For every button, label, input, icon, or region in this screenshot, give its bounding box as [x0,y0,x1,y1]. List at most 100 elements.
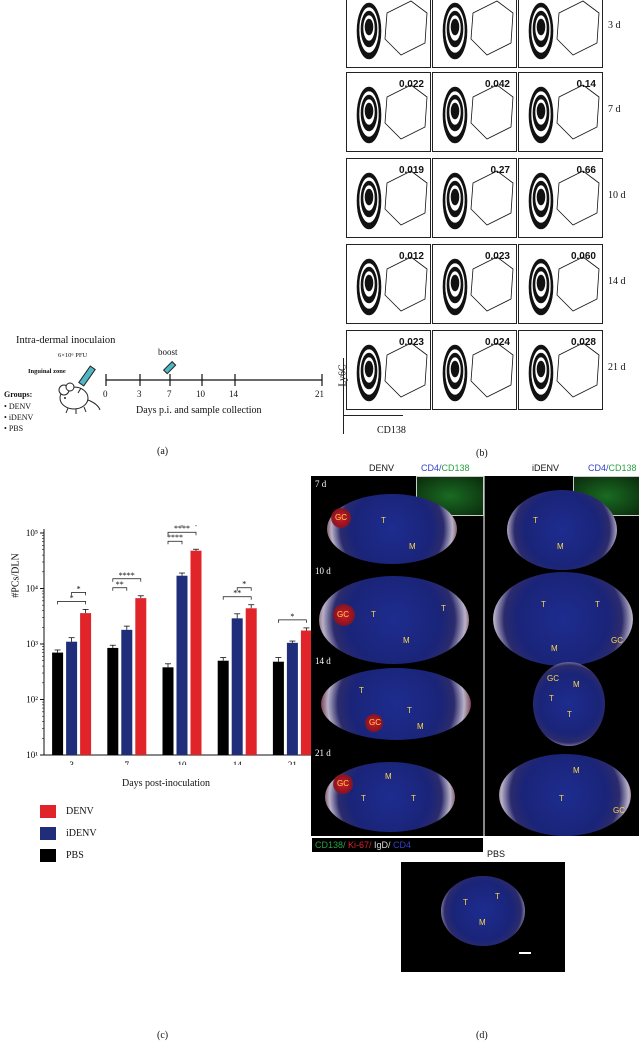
boost-label: boost [158,347,178,357]
groups-title: Groups: [4,390,33,399]
x-tick-label: 10 [178,760,188,765]
t-label-idenv-10d-2: T [595,600,600,609]
flow-plot-density [442,256,514,316]
y-tick-label: 10⁵ [26,528,38,538]
density-contour [450,188,460,206]
tick-21: 21 [315,389,324,399]
tick-10: 10 [196,389,205,399]
bar-idenv [286,642,298,755]
density-contour [450,274,460,292]
t-label-idenv-21d: T [559,794,564,803]
significance-stars: ** [233,589,241,598]
m-label-pbs: M [479,918,486,927]
gate-polygon [384,170,428,226]
x-tick-label: 3 [69,760,74,765]
flow-plot-density [528,170,600,230]
gate-percentage: 0.023 [484,251,510,262]
gc-denv-21d [333,774,353,794]
significance-stars: **** [119,571,135,580]
col-title-idenv: iDENV [532,463,560,473]
density-contour [450,18,460,36]
significance-bracket [57,601,86,605]
flow-day-label: 3 d [608,20,621,31]
bar-denv [135,598,147,755]
stain-header-1: CD4/CD138 [421,463,470,473]
flow-plot-cell: 0.14 [518,72,603,152]
group-pbs: • PBS [4,424,24,433]
flow-plot-density [356,84,428,144]
bar-idenv [121,629,133,755]
gate-percentage: 0.042 [484,79,510,90]
grid-divider [483,476,485,836]
density-contour [364,360,374,378]
legend: DENV iDENV PBS [40,800,97,866]
bar-pbs [272,661,284,755]
gate-polygon [470,342,514,398]
gate-polygon [384,342,428,398]
histology-grid: 7 d GC T M T M 10 d GC T M T T T M GC 14… [311,476,639,836]
node-denv-14d [321,668,471,740]
legend-item-pbs: PBS [40,844,97,866]
gc-label-idenv-14d: GC [547,674,559,683]
m-label-idenv-14d: M [573,680,580,689]
node-denv-21d [325,762,455,832]
density-contour [364,274,374,292]
gate-polygon [384,84,428,140]
bar-denv [190,550,202,755]
gate-percentage: 0.024 [484,337,510,348]
node-idenv-14d [533,662,605,746]
density-contour [364,188,374,206]
y-tick-label: 10² [26,695,38,705]
flow-plot-density [442,342,514,402]
gate-polygon [556,342,600,398]
gate-percentage: 0.060 [570,251,596,262]
tick-14: 14 [229,389,238,399]
legend-swatch-pbs [40,848,56,862]
bar-pbs [162,667,174,755]
row-21d-label: 21 d [315,748,331,758]
timeline-caption: Days p.i. and sample collection [136,405,262,416]
panel-d-label: (d) [476,1030,488,1041]
x-tick-label: 14 [233,760,243,765]
node-denv-7d [327,494,457,564]
node-pbs [441,876,525,946]
pbs-image: T T M [401,862,565,972]
y-tick-label: 10¹ [26,750,38,760]
flow-day-label: 21 d [608,362,626,373]
density-contour [450,102,460,120]
flow-plot-cell [518,0,603,68]
m-label-denv-7d: M [409,542,416,551]
panel-a-label: (a) [157,446,169,457]
significance-bracket [167,531,197,536]
gc-denv-7d [331,508,351,528]
mouse-syringe-illustration [58,365,101,414]
flow-plot-density [356,342,428,402]
density-contour [364,102,374,120]
tick-0: 0 [103,389,108,399]
inoculation-title: Intra-dermal inoculaion [16,335,116,346]
significance-bracket [112,587,128,591]
pbs-title: PBS [487,849,506,859]
flow-plot-density [528,0,600,60]
t-label-idenv-10d: T [541,600,546,609]
gate-polygon [384,0,428,56]
significance-bracket [278,619,307,623]
gate-percentage: 0.66 [576,165,596,176]
density-contour [536,102,546,120]
group-denv: • DENV [4,402,32,411]
m-label-idenv-21d: M [573,766,580,775]
gate-polygon [556,0,600,56]
flow-plot-density [528,84,600,144]
flow-day-label: 14 d [608,276,626,287]
m-label-idenv-7d: M [557,542,564,551]
gate-percentage: 0.022 [398,79,424,90]
tick-7: 7 [167,389,172,399]
gate-percentage: 0.14 [576,79,596,90]
bar-idenv [66,641,78,755]
density-contour [450,360,460,378]
x-tick-label: 21 [288,760,297,765]
cd138-axis-label: CD138 [377,425,406,436]
stain-legend: CD138/ Ki-67/ IgD/ CD4 [312,838,483,852]
bar-pbs [107,647,119,755]
